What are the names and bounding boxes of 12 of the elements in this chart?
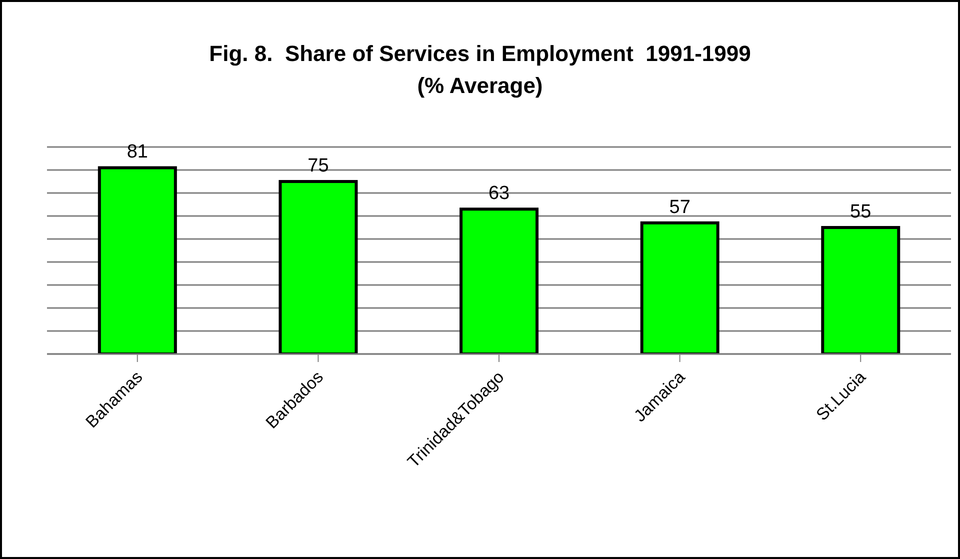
data-label: 75: [308, 156, 329, 176]
bar: [98, 166, 177, 354]
bar: [278, 180, 358, 354]
data-label: 57: [669, 196, 690, 218]
bar: [821, 226, 900, 354]
data-label: 55: [850, 202, 872, 222]
bar: [460, 208, 539, 354]
data-label: 63: [488, 183, 510, 204]
chart-subtitle: (% Average): [416, 72, 544, 100]
data-label: 81: [126, 142, 148, 163]
chart-title: Fig. 8. Share of Services in Employment 1991-1999: [208, 40, 752, 68]
bar: [640, 221, 720, 354]
